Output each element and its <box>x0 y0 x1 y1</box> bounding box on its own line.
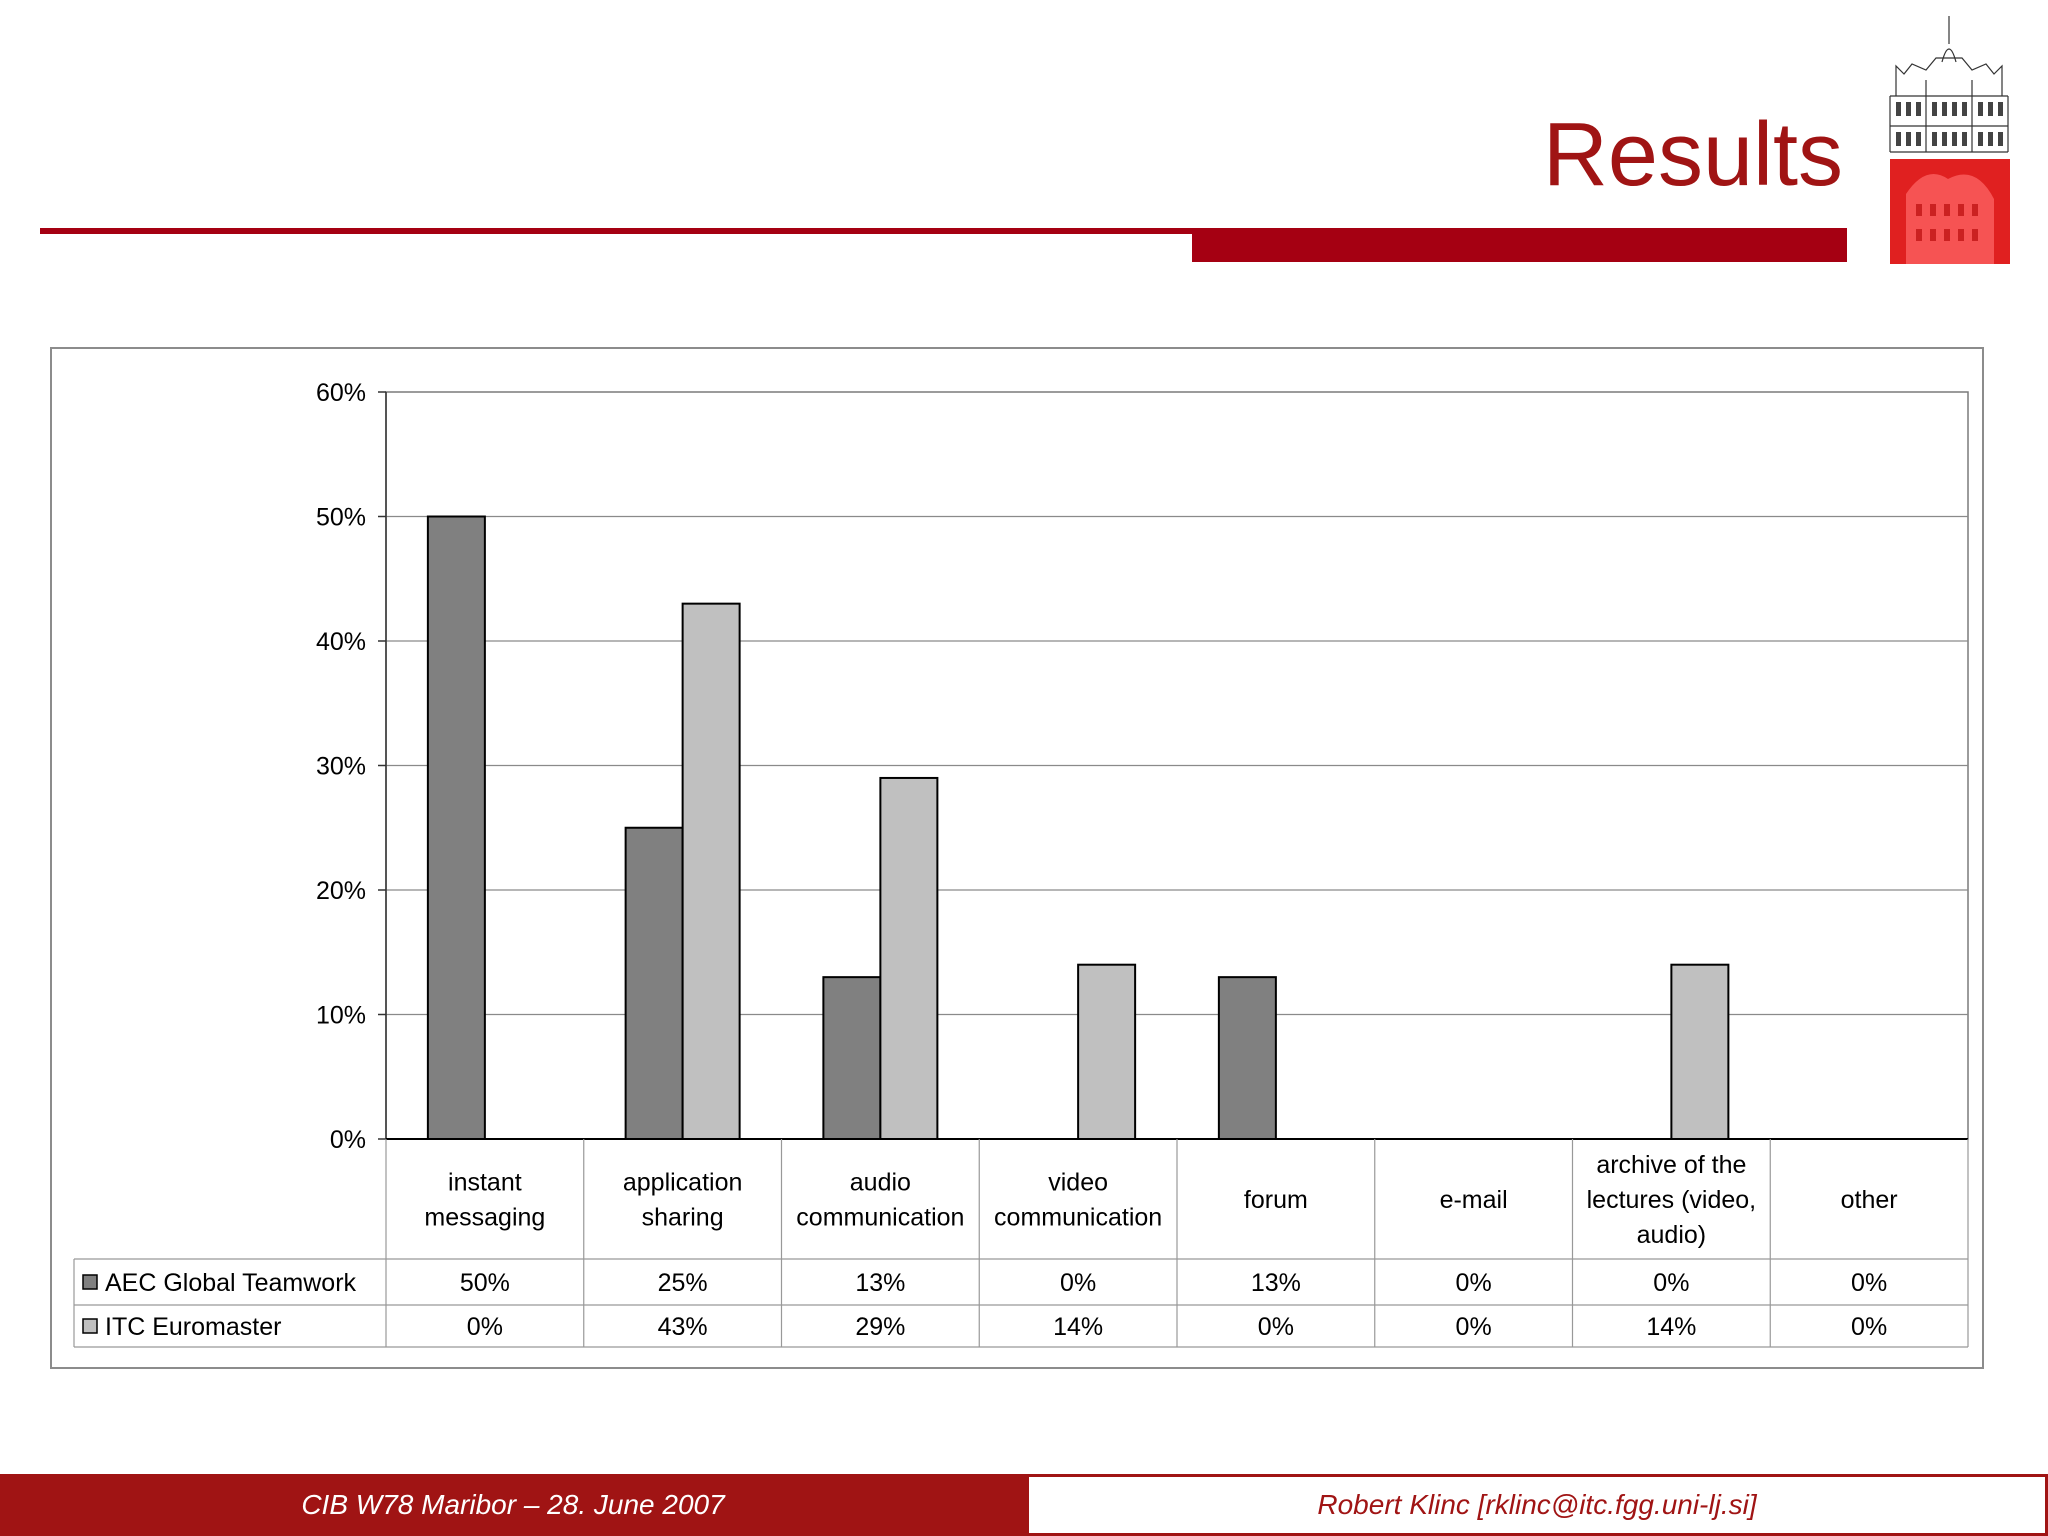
footer-conference: CIB W78 Maribor – 28. June 2007 <box>0 1474 1026 1536</box>
data-table-value: 0% <box>467 1313 503 1341</box>
slide-title: Results <box>1542 105 1843 205</box>
category-label: audio) <box>1637 1221 1707 1249</box>
category-label: application <box>623 1169 743 1197</box>
category-label: instant <box>448 1169 522 1197</box>
category-label: messaging <box>424 1204 545 1232</box>
category-label: video <box>1048 1169 1108 1197</box>
category-label: e-mail <box>1440 1186 1508 1214</box>
chart-frame: 0% 10% 20% 30% 40% 50% 60% instant messaging appl… <box>50 347 1984 1369</box>
data-table-value: 0% <box>1060 1269 1096 1297</box>
title-rule-thick <box>1192 228 1847 262</box>
category-label: archive of the <box>1596 1151 1746 1179</box>
y-tick-label: 0% <box>330 1126 366 1154</box>
category-label: other <box>1841 1186 1898 1214</box>
data-table-value: 43% <box>658 1313 708 1341</box>
bar-aec <box>822 976 882 1141</box>
category-label: audio <box>850 1169 911 1197</box>
category-label: communication <box>994 1204 1162 1232</box>
bar-itc <box>1077 963 1137 1141</box>
legend-key-aec <box>82 1274 98 1290</box>
legend-key-itc <box>82 1318 98 1334</box>
y-tick-label: 40% <box>316 628 366 656</box>
bar-chart: 0% 10% 20% 30% 40% 50% 60% instant messaging appl… <box>73 379 1969 1348</box>
data-table-value: 29% <box>855 1313 905 1341</box>
bar-aec <box>426 515 486 1140</box>
data-table-value: 0% <box>1456 1269 1492 1297</box>
y-tick-label: 20% <box>316 877 366 905</box>
data-table-value: 14% <box>1646 1313 1696 1341</box>
data-table-value: 0% <box>1258 1313 1294 1341</box>
data-table-value: 14% <box>1053 1313 1103 1341</box>
y-tick-label: 60% <box>316 379 366 407</box>
bar-itc <box>879 776 939 1140</box>
legend-label: ITC Euromaster <box>105 1313 281 1341</box>
bar-itc <box>1670 963 1730 1141</box>
bar-aec <box>1217 976 1277 1141</box>
university-logo <box>1889 16 2010 264</box>
data-table-value: 0% <box>1456 1313 1492 1341</box>
category-label: sharing <box>642 1204 724 1232</box>
data-table-value: 50% <box>460 1269 510 1297</box>
category-label: communication <box>796 1204 964 1232</box>
title-rule-thin <box>40 228 1192 234</box>
y-tick-label: 10% <box>316 1002 366 1030</box>
bar-itc <box>681 602 741 1140</box>
data-table-value: 0% <box>1653 1269 1689 1297</box>
data-table-value: 25% <box>658 1269 708 1297</box>
data-table-value: 0% <box>1851 1313 1887 1341</box>
y-tick-label: 30% <box>316 753 366 781</box>
category-label: lectures (video, <box>1587 1186 1757 1214</box>
data-table-value: 13% <box>1251 1269 1301 1297</box>
data-table-value: 13% <box>855 1269 905 1297</box>
data-table-value: 0% <box>1851 1269 1887 1297</box>
footer-author: Robert Klinc [rklinc@itc.fgg.uni-lj.si] <box>1026 1474 2048 1536</box>
legend-label: AEC Global Teamwork <box>105 1269 357 1297</box>
category-label: forum <box>1244 1186 1308 1214</box>
y-tick-label: 50% <box>316 504 366 532</box>
bar-aec <box>624 826 684 1140</box>
